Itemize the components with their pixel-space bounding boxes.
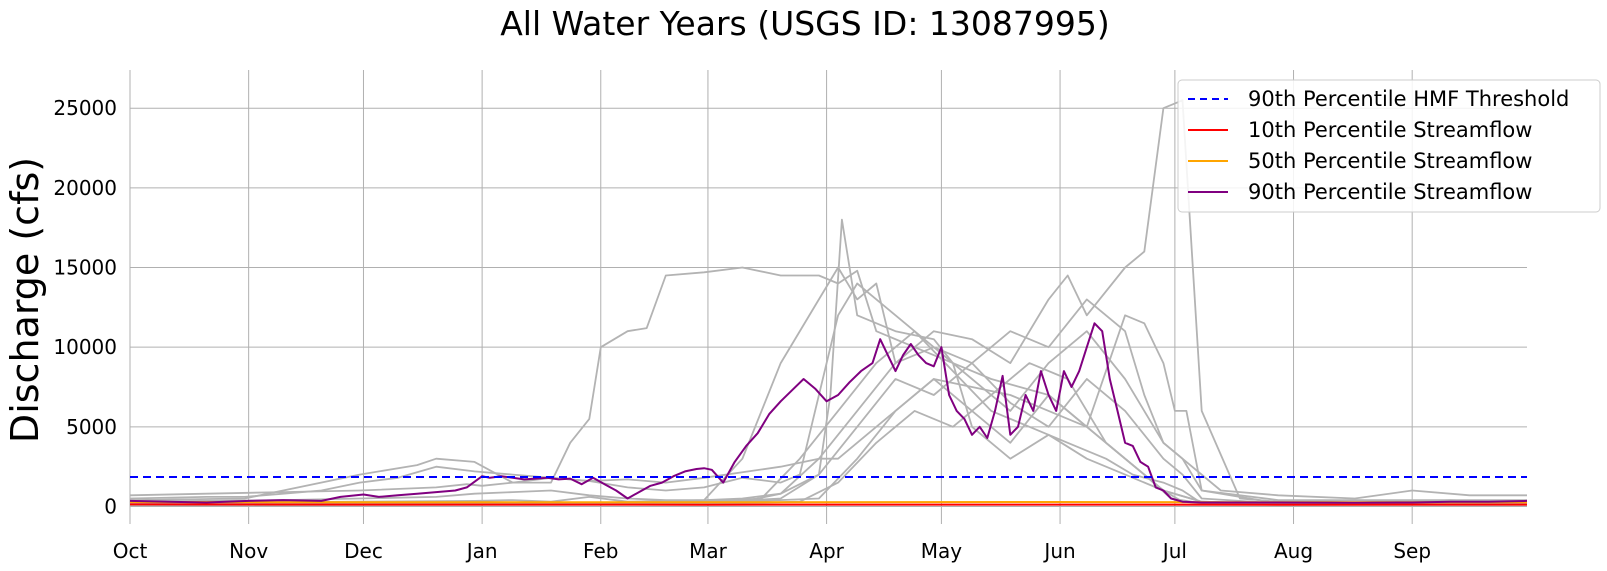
- chart-title: All Water Years (USGS ID: 13087995): [500, 4, 1110, 43]
- x-tick-label: Feb: [583, 539, 618, 563]
- axes: Oct Nov Dec Jan Feb Mar Apr May Jun Jul Aug Sep 0 500…: [53, 96, 1431, 563]
- water-year-line: [129, 362, 1527, 506]
- legend-label: 90th Percentile HMF Threshold: [1248, 87, 1569, 111]
- x-tick-label: Dec: [344, 539, 383, 563]
- water-year-line: [129, 362, 1527, 507]
- y-tick-label: 25000: [53, 96, 117, 120]
- x-tick-label: Jul: [1161, 539, 1187, 563]
- water-year-line: [129, 314, 1527, 501]
- water-year-line: [129, 282, 1527, 500]
- percentile-90-line: [129, 322, 1528, 504]
- x-tick-label: Nov: [229, 539, 268, 563]
- legend-label: 90th Percentile Streamflow: [1248, 180, 1532, 204]
- x-tick-label: Sep: [1393, 539, 1431, 563]
- x-tick-label: Apr: [809, 539, 844, 563]
- water-year-line: [129, 218, 1527, 505]
- y-tick-label: 15000: [53, 256, 117, 280]
- y-tick-label: 0: [104, 494, 117, 518]
- x-tick-label: Oct: [113, 539, 148, 563]
- water-year-line: [129, 298, 1527, 505]
- y-tick-label: 5000: [66, 415, 117, 439]
- x-tick-label: May: [921, 539, 963, 563]
- y-tick-label: 20000: [53, 176, 117, 200]
- legend-label: 50th Percentile Streamflow: [1248, 149, 1532, 173]
- y-axis-label: Discharge (cfs): [3, 157, 47, 443]
- y-tick-label: 10000: [53, 335, 117, 359]
- x-tick-label: Aug: [1274, 539, 1313, 563]
- legend-label: 10th Percentile Streamflow: [1248, 118, 1532, 142]
- data-series: [129, 99, 1528, 507]
- x-tick-label: Mar: [689, 539, 728, 563]
- water-year-line: [129, 266, 1527, 505]
- x-tick-label: Jan: [465, 539, 498, 563]
- legend: 90th Percentile HMF Threshold 10th Percen…: [1177, 79, 1601, 213]
- legend-box: [1177, 79, 1601, 213]
- x-tick-label: Jun: [1042, 539, 1075, 563]
